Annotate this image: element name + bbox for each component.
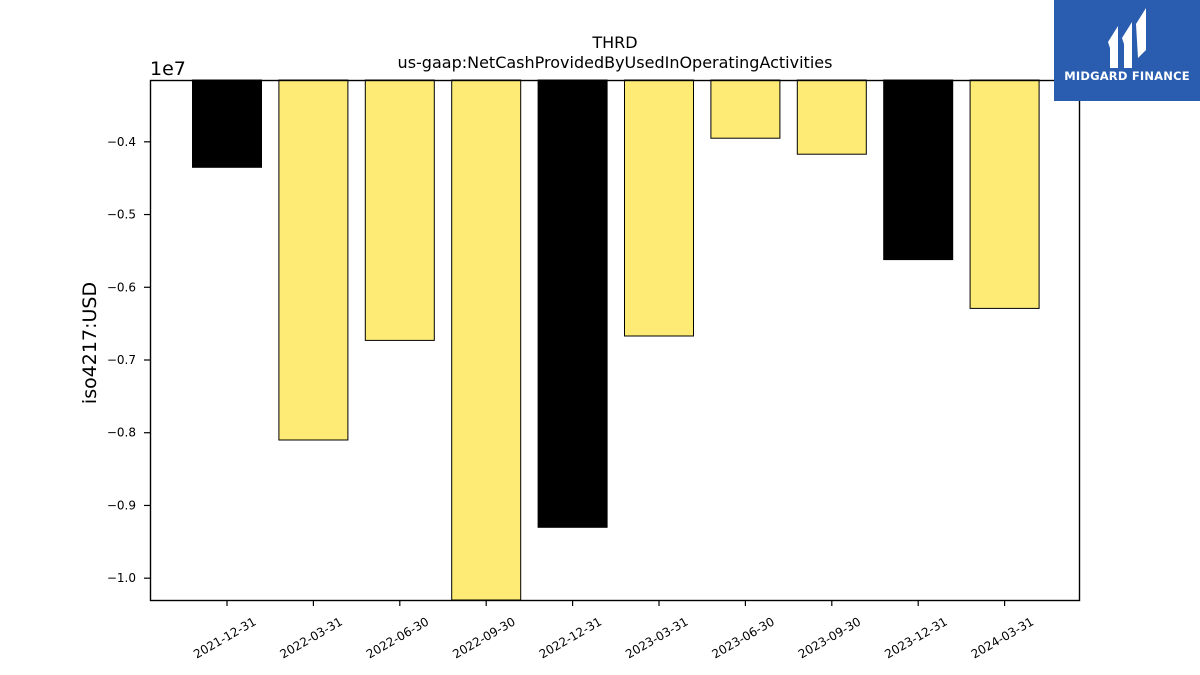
bar-2023-12-31 — [883, 79, 954, 261]
x-tick-label: 2024-03-31 — [969, 614, 1036, 661]
bar-2023-03-31 — [624, 79, 694, 337]
x-tick-label: 2021-12-31 — [191, 614, 258, 661]
midgard-logo-icon — [1108, 8, 1146, 68]
y-tick-label: −0.7 — [107, 353, 136, 367]
y-tick-label: −0.4 — [107, 135, 136, 149]
y-tick-label: −0.5 — [107, 208, 136, 222]
logo-text: MIDGARD FINANCE — [1064, 69, 1190, 83]
x-tick-label: 2022-03-31 — [277, 614, 344, 661]
x-tick-label: 2022-09-30 — [450, 614, 517, 661]
x-tick-label: 2023-12-31 — [882, 614, 949, 661]
y-axis-label: iso4217:USD — [79, 282, 101, 404]
bar-2023-06-30 — [710, 79, 781, 139]
x-tick-label: 2023-06-30 — [709, 614, 776, 661]
x-tick-label: 2023-03-31 — [623, 614, 690, 661]
midgard-finance-logo: MIDGARD FINANCE — [1054, 0, 1200, 101]
chart-title: THRD — [591, 33, 637, 52]
bar-2021-12-31 — [192, 79, 262, 168]
bar-2022-03-31 — [278, 79, 349, 441]
y-tick-label: −0.6 — [107, 280, 136, 294]
x-tick-label: 2022-12-31 — [537, 614, 604, 661]
bar-2022-12-31 — [537, 79, 608, 528]
bar-2022-09-30 — [451, 79, 522, 601]
x-tick-label: 2023-09-30 — [796, 614, 863, 661]
bar-2022-06-30 — [364, 79, 435, 341]
x-tick-label: 2022-06-30 — [364, 614, 431, 661]
y-tick-label: −1.0 — [107, 571, 136, 585]
plot-frame — [149, 79, 1081, 602]
bar-2024-03-31 — [969, 79, 1040, 309]
y-tick-label: −0.8 — [107, 426, 136, 440]
chart-subtitle: us-gaap:NetCashProvidedByUsedInOperating… — [398, 53, 833, 72]
y-tick-label: −0.9 — [107, 498, 136, 512]
bar-2023-09-30 — [796, 79, 867, 155]
y-axis-offset-label: 1e7 — [150, 58, 186, 80]
